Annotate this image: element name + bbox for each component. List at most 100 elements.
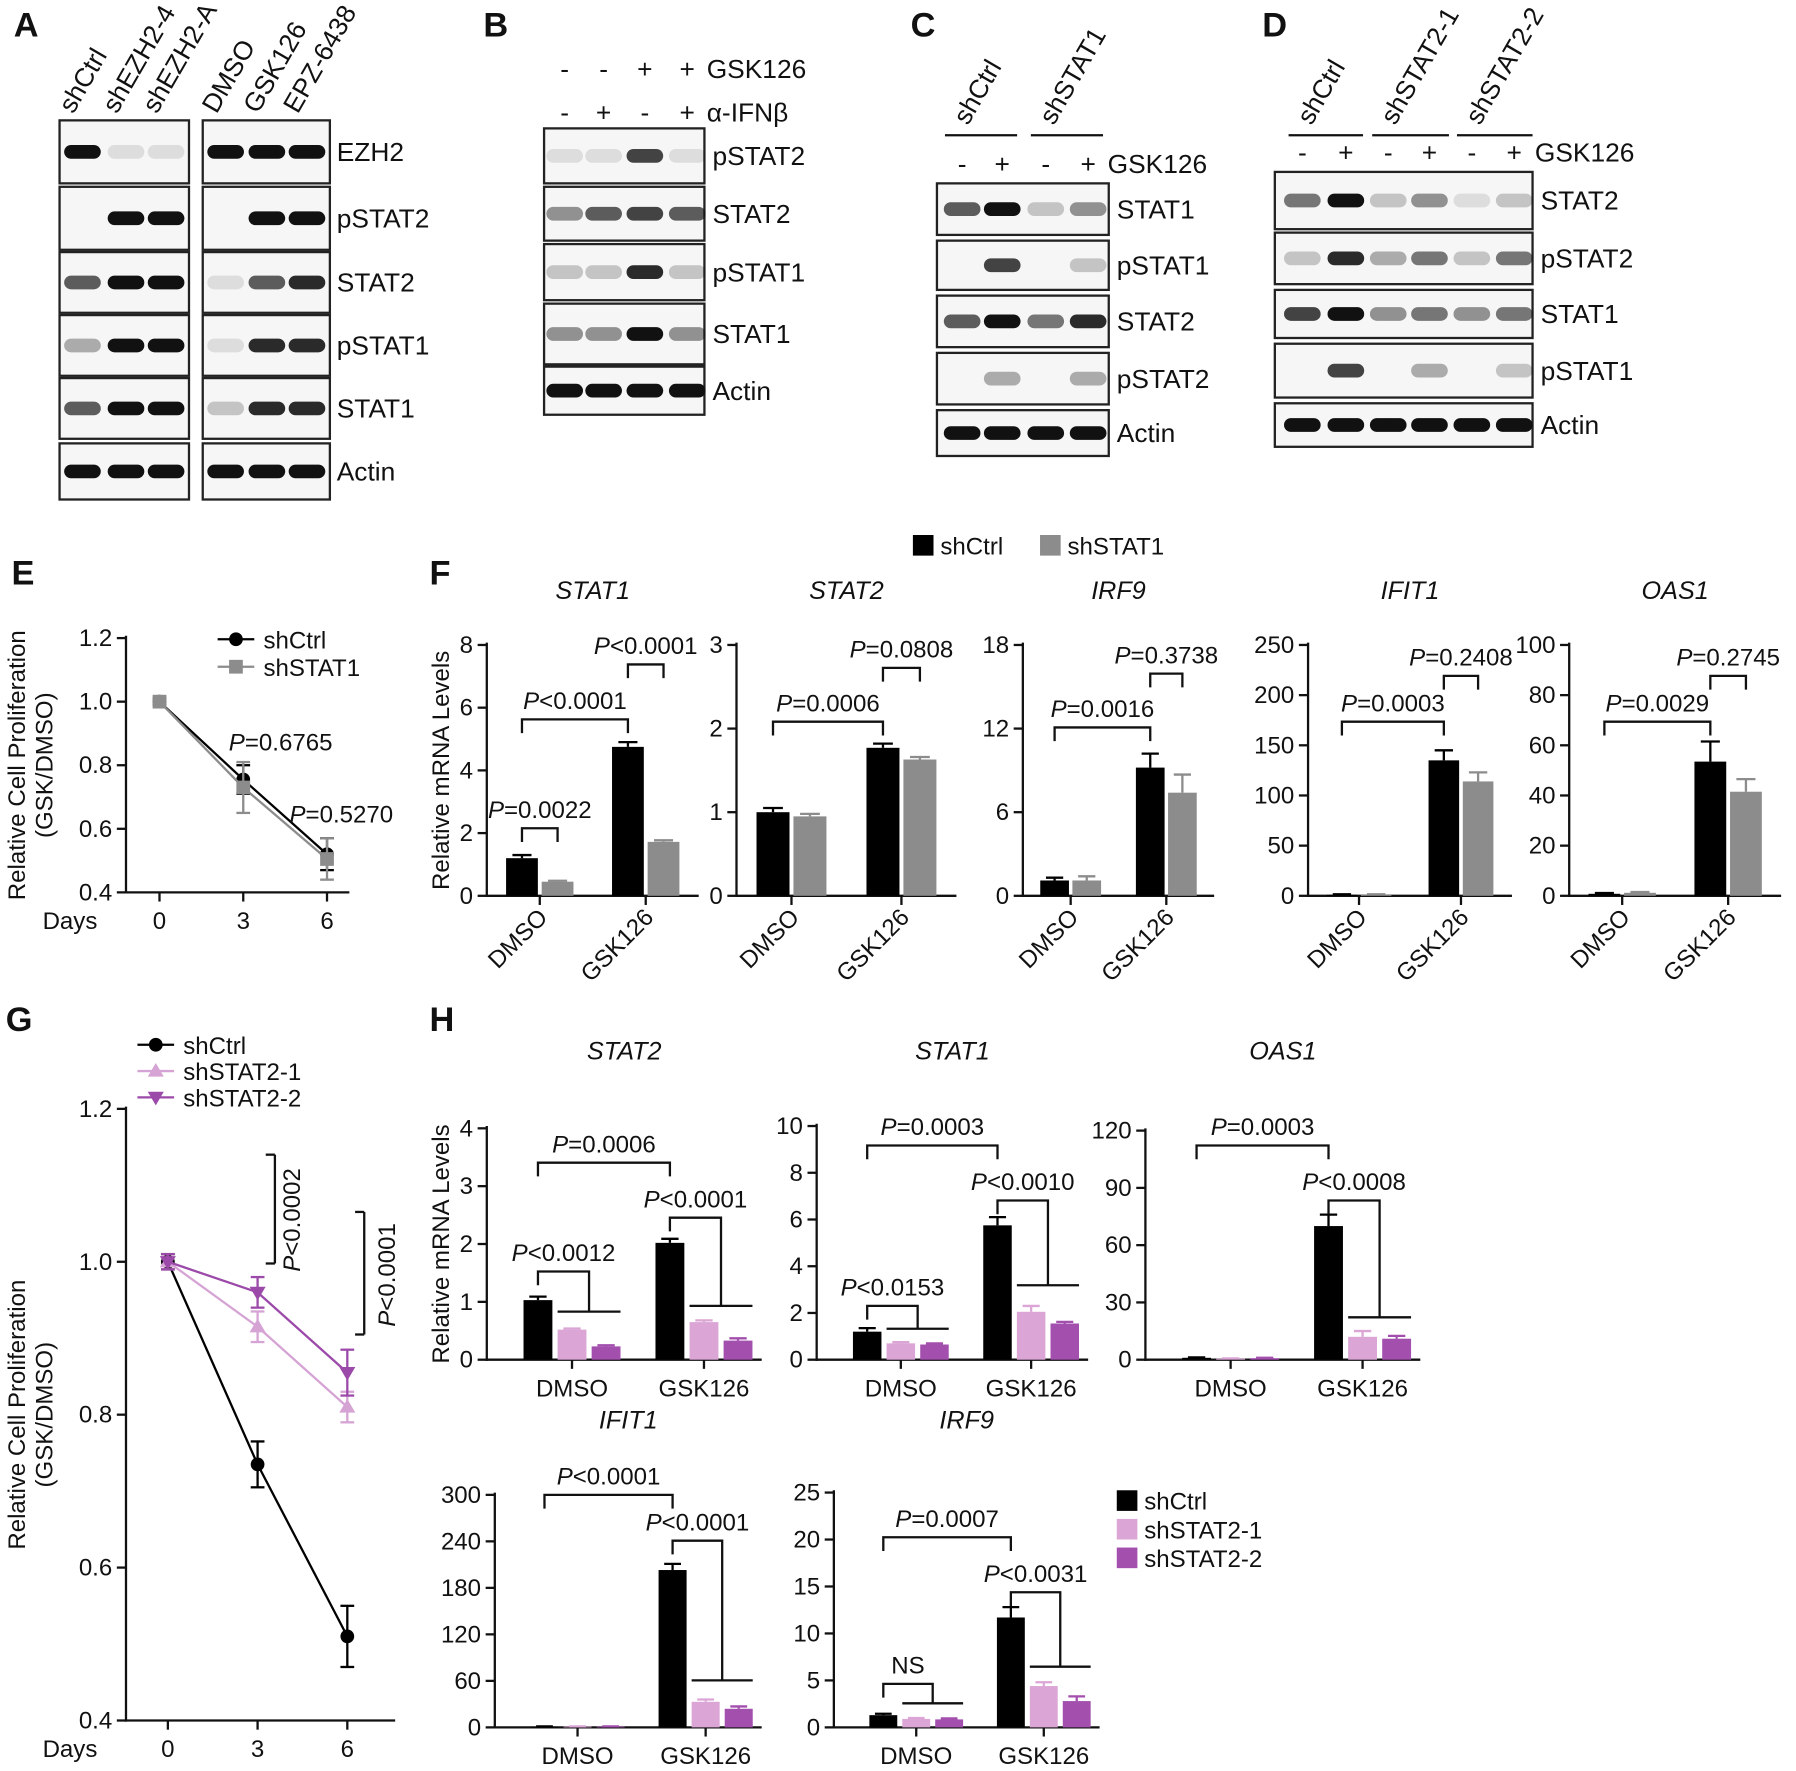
bar [591,1346,621,1360]
row-label: EZH2 [337,137,404,167]
bar [612,746,644,896]
x-tick-label: 0 [153,908,166,935]
blot-band [1453,418,1491,432]
blot-band [288,144,326,159]
y-tick-label: 1.0 [79,1249,112,1276]
blot-frame [935,239,1110,292]
y-tick-label: 10 [793,1620,820,1647]
annotation: P=0.0029 [1606,690,1710,717]
bracket [671,1539,724,1681]
y-tick-label: 2 [709,716,722,743]
y-tick-label: 6 [460,695,473,722]
y-tick-label: 2 [460,820,473,847]
y-tick-label: 5 [807,1667,820,1694]
annotation: P<0.0001 [374,1223,401,1327]
x-tick-label: DMSO [865,1375,937,1402]
y-tick-label: 1 [709,799,722,826]
annotation: P=0.0003 [1211,1114,1315,1141]
blot-band [1284,418,1321,432]
blot-band [1069,258,1107,273]
y-tick-label: 50 [1268,833,1295,860]
bracket [1442,674,1480,690]
blot-band [668,383,706,398]
chart-title: IRF9 [1091,577,1146,605]
group-label: shSTAT1 [1033,22,1112,129]
y-tick-label: 4 [460,1115,473,1142]
blot-band [585,206,622,221]
bar [1062,1701,1091,1728]
marker [249,1318,266,1333]
blot-band [147,211,185,226]
y-tick-label: 40 [1529,782,1556,809]
row-label: pSTAT2 [1541,244,1634,274]
blot-band [668,206,706,221]
y-tick-label: 8 [460,632,473,659]
blot-band [1027,314,1065,329]
x-tick-label: DMSO [541,1743,613,1770]
blot-band [1369,418,1407,432]
row-label: STAT1 [1117,194,1195,224]
blot-band [107,144,145,159]
blot-band [943,314,981,329]
bar [1624,892,1656,896]
group-label: shCtrl [1291,55,1351,130]
bar [655,1242,685,1360]
bar [723,1340,753,1360]
blot-band [107,401,145,416]
row-label: STAT1 [712,319,790,349]
bar [689,1322,719,1360]
blot-band [147,464,185,479]
panel-label: C [911,7,936,45]
blot-band [626,206,664,221]
bar [658,1570,687,1728]
blot-frame [1273,231,1534,286]
blot-band [1453,251,1491,266]
y-tick-label: 2 [790,1300,803,1327]
blot-band [147,338,185,353]
panel-label: B [483,7,508,45]
blot-band [207,275,244,290]
blot-band [147,275,185,290]
annotation: P<0.0001 [594,633,698,660]
panel-label: E [11,554,34,592]
blot-band [1284,251,1321,266]
y-tick-label: 0 [460,1347,473,1374]
y-tick-label: 2 [460,1231,473,1258]
chart-title: STAT1 [555,577,630,605]
row-label: pSTAT2 [337,203,430,233]
group-label: shCtrl [947,55,1007,130]
blot-band [107,275,145,290]
x-tick-label: GSK126 [986,1375,1077,1402]
blot-band [585,149,622,163]
marker [159,1256,176,1270]
x-axis-label: Days [43,908,98,935]
blot-band [248,211,286,226]
treatment-sign: + [1422,138,1437,168]
bracket [866,1304,919,1329]
legend-label: shSTAT1 [1068,533,1165,560]
blot-band [1411,251,1448,266]
bracket [543,1493,674,1509]
blot-band [546,206,584,221]
chart-title: IFIT1 [1381,577,1440,605]
y-tick-label: 1.2 [79,1096,112,1123]
y-tick-label: 0 [807,1714,820,1741]
blot-band [626,383,664,398]
blot-band [248,338,286,353]
blot-band [546,265,584,280]
treatment-label: GSK126 [1535,138,1635,168]
bracket [882,1682,934,1704]
y-tick-label: 8 [790,1160,803,1187]
blot-band [1411,363,1448,378]
y-tick-label: 15 [793,1574,820,1601]
y-tick-label: 20 [1529,833,1556,860]
annotation: P<0.0153 [841,1275,945,1302]
y-axis-label: (GSK/DMSO) [32,692,59,838]
blot-frame [1273,342,1534,399]
bar [793,816,827,896]
x-tick-label: DMSO [1302,904,1372,974]
x-tick-label: DMSO [1014,904,1084,974]
blot-band [546,327,584,341]
chart-title: IRF9 [939,1406,994,1434]
